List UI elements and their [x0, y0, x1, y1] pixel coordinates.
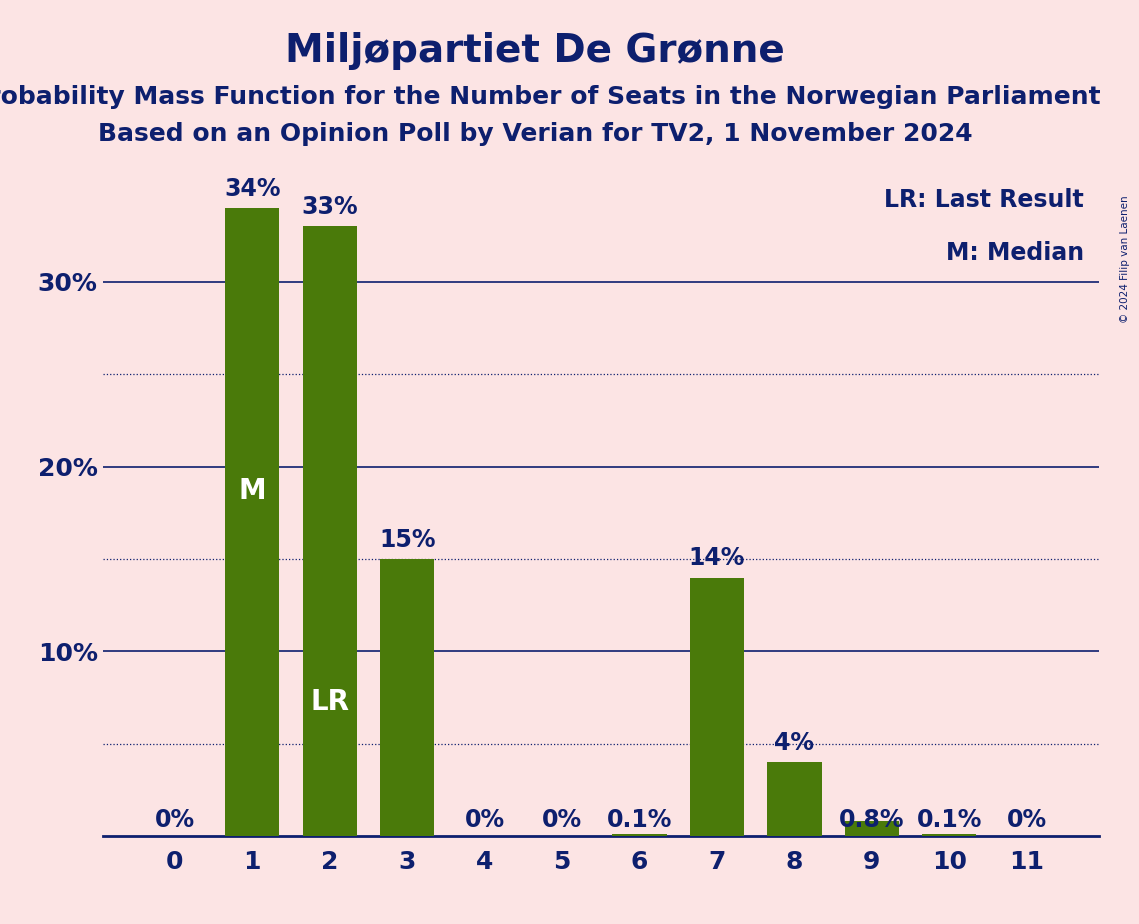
- Text: 15%: 15%: [379, 528, 435, 552]
- Text: © 2024 Filip van Laenen: © 2024 Filip van Laenen: [1121, 195, 1130, 322]
- Text: 33%: 33%: [302, 195, 358, 219]
- Text: LR: LR: [310, 688, 350, 716]
- Text: 0.8%: 0.8%: [839, 808, 904, 832]
- Bar: [303, 226, 357, 836]
- Text: Based on an Opinion Poll by Verian for TV2, 1 November 2024: Based on an Opinion Poll by Verian for T…: [98, 122, 973, 146]
- Text: LR: Last Result: LR: Last Result: [885, 188, 1084, 212]
- Text: 4%: 4%: [775, 731, 814, 755]
- Text: 0.1%: 0.1%: [917, 808, 982, 832]
- Text: 0.1%: 0.1%: [607, 808, 672, 832]
- Text: 14%: 14%: [689, 546, 745, 570]
- Bar: [768, 762, 821, 836]
- Bar: [226, 208, 279, 836]
- Text: M: M: [238, 477, 267, 505]
- Bar: [845, 821, 899, 836]
- Text: 0%: 0%: [155, 808, 195, 832]
- Text: Probability Mass Function for the Number of Seats in the Norwegian Parliament: Probability Mass Function for the Number…: [0, 85, 1100, 109]
- Text: 0%: 0%: [465, 808, 505, 832]
- Text: 34%: 34%: [224, 176, 280, 201]
- Bar: [613, 834, 666, 836]
- Bar: [923, 834, 976, 836]
- Text: M: Median: M: Median: [947, 241, 1084, 265]
- Bar: [380, 559, 434, 836]
- Text: 0%: 0%: [1007, 808, 1047, 832]
- Text: 0%: 0%: [542, 808, 582, 832]
- Text: Miljøpartiet De Grønne: Miljøpartiet De Grønne: [286, 32, 785, 70]
- Bar: [690, 578, 744, 836]
